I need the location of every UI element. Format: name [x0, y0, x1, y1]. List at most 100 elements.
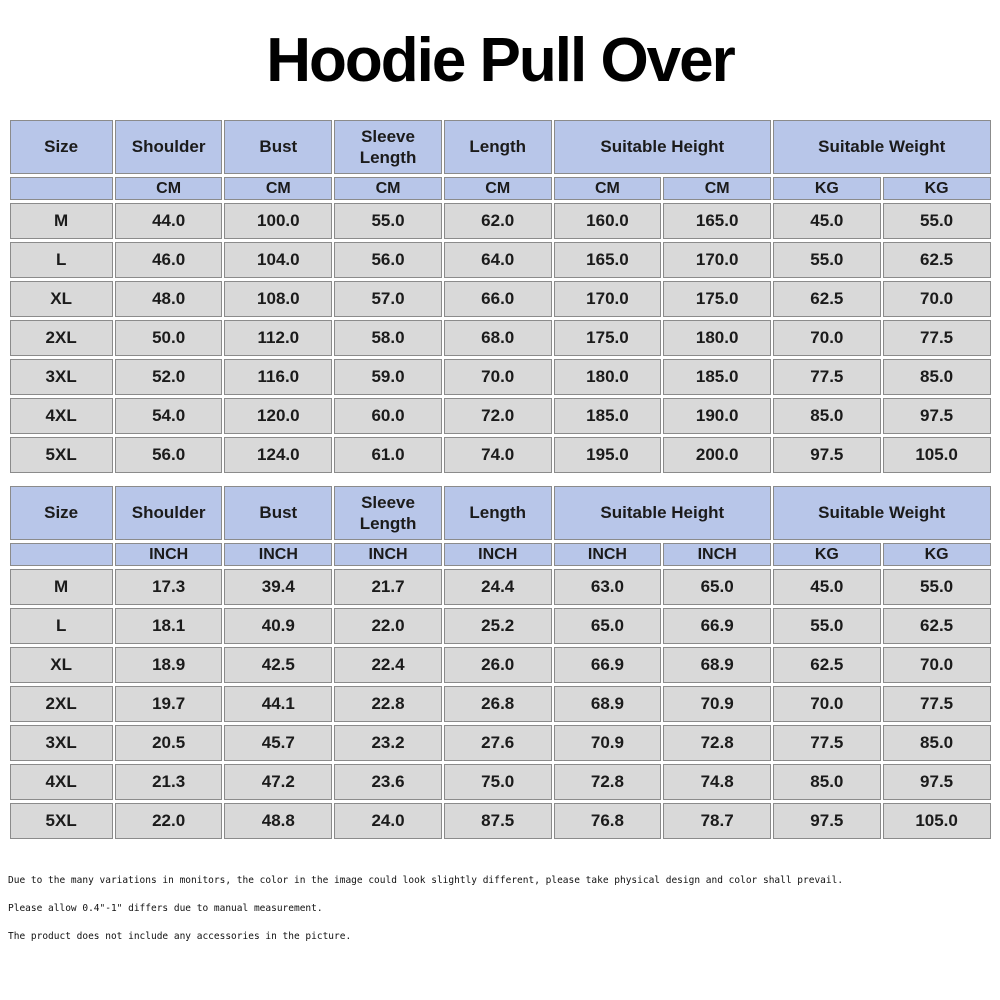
header-cell: Bust [224, 120, 333, 174]
value-cell: 97.5 [882, 764, 991, 800]
unit-cell: KG [882, 177, 991, 200]
value-cell: 55.0 [882, 203, 991, 239]
value-cell: 195.0 [553, 437, 662, 473]
value-cell: 55.0 [882, 569, 991, 605]
value-cell: 54.0 [114, 398, 223, 434]
value-cell: 100.0 [224, 203, 333, 239]
value-cell: 190.0 [663, 398, 771, 434]
value-cell: 45.0 [772, 569, 881, 605]
header-cell: Shoulder [114, 120, 223, 174]
note-accessories: The product does not include any accesso… [8, 931, 352, 942]
value-cell: 97.5 [772, 437, 881, 473]
value-cell: 72.8 [663, 725, 771, 761]
value-cell: 19.7 [114, 686, 223, 722]
value-cell: 124.0 [224, 437, 333, 473]
value-cell: 68.9 [553, 686, 662, 722]
value-cell: 23.6 [334, 764, 442, 800]
value-cell: 23.2 [334, 725, 442, 761]
value-cell: 61.0 [334, 437, 442, 473]
page-title: Hoodie Pull Over [266, 26, 736, 95]
value-cell: 57.0 [334, 281, 442, 317]
value-cell: 74.8 [663, 764, 771, 800]
value-cell: 180.0 [663, 320, 771, 356]
value-cell: 70.0 [443, 359, 552, 395]
unit-cell: KG [772, 543, 881, 566]
value-cell: 63.0 [553, 569, 662, 605]
header-cell: Shoulder [114, 486, 223, 540]
table-row: XL 48.0 108.0 57.0 66.0 170.0 175.0 62.5 70.0 [9, 281, 991, 317]
value-cell: 68.9 [663, 647, 771, 683]
value-cell: 105.0 [882, 437, 991, 473]
value-cell: 22.4 [334, 647, 442, 683]
value-cell: 48.0 [114, 281, 223, 317]
unit-cell: CM [334, 177, 442, 200]
value-cell: 170.0 [553, 281, 662, 317]
value-cell: 55.0 [334, 203, 442, 239]
unit-cell: INCH [553, 543, 662, 566]
value-cell: 72.0 [443, 398, 552, 434]
value-cell: 65.0 [553, 608, 662, 644]
table-row: L 46.0 104.0 56.0 64.0 165.0 170.0 55.0 62.5 [9, 242, 991, 278]
value-cell: 97.5 [772, 803, 881, 839]
value-cell: 175.0 [553, 320, 662, 356]
unit-cell: CM [663, 177, 771, 200]
unit-cell [9, 543, 113, 566]
value-cell: 112.0 [224, 320, 333, 356]
table-row: 2XL 50.0 112.0 58.0 68.0 175.0 180.0 70.0 77.5 [9, 320, 991, 356]
value-cell: 39.4 [224, 569, 333, 605]
value-cell: 75.0 [443, 764, 552, 800]
value-cell: 40.9 [224, 608, 333, 644]
value-cell: 18.9 [114, 647, 223, 683]
header-cell: Sleeve Length [334, 120, 442, 174]
value-cell: 45.0 [772, 203, 881, 239]
value-cell: 21.7 [334, 569, 442, 605]
table-row: 2XL 19.7 44.1 22.8 26.8 68.9 70.9 70.0 77.5 [9, 686, 991, 722]
value-cell: 74.0 [443, 437, 552, 473]
header-cell: Suitable Height [553, 120, 771, 174]
value-cell: 175.0 [663, 281, 771, 317]
header-cell: Sleeve Length [334, 486, 442, 540]
unit-cell: INCH [443, 543, 552, 566]
unit-cell: INCH [334, 543, 442, 566]
table-row: XL 18.9 42.5 22.4 26.0 66.9 68.9 62.5 70.0 [9, 647, 991, 683]
value-cell: 56.0 [334, 242, 442, 278]
table-row: 4XL 21.3 47.2 23.6 75.0 72.8 74.8 85.0 97.5 [9, 764, 991, 800]
note-measurement-tolerance: Please allow 0.4"-1" differs due to manu… [8, 903, 323, 914]
value-cell: 60.0 [334, 398, 442, 434]
value-cell: 62.5 [772, 647, 881, 683]
table-row: 3XL 20.5 45.7 23.2 27.6 70.9 72.8 77.5 85.0 [9, 725, 991, 761]
size-cell: 3XL [9, 725, 113, 761]
value-cell: 77.5 [772, 725, 881, 761]
value-cell: 44.1 [224, 686, 333, 722]
value-cell: 66.0 [443, 281, 552, 317]
value-cell: 21.3 [114, 764, 223, 800]
note-monitor-color: Due to the many variations in monitors, … [8, 875, 844, 886]
value-cell: 108.0 [224, 281, 333, 317]
value-cell: 77.5 [772, 359, 881, 395]
value-cell: 78.7 [663, 803, 771, 839]
size-cell: L [9, 608, 113, 644]
value-cell: 120.0 [224, 398, 333, 434]
value-cell: 97.5 [882, 398, 991, 434]
value-cell: 105.0 [882, 803, 991, 839]
value-cell: 56.0 [114, 437, 223, 473]
unit-cell: CM [443, 177, 552, 200]
value-cell: 185.0 [663, 359, 771, 395]
value-cell: 70.9 [663, 686, 771, 722]
size-tables: Size Shoulder Bust Sleeve Length Length Suita… [0, 117, 1000, 842]
value-cell: 26.8 [443, 686, 552, 722]
header-row: Size Shoulder Bust Sleeve Length Length Suita… [9, 486, 991, 540]
unit-cell [9, 177, 113, 200]
header-cell: Size [9, 486, 113, 540]
value-cell: 77.5 [882, 686, 991, 722]
unit-cell: CM [553, 177, 662, 200]
value-cell: 76.8 [553, 803, 662, 839]
table-row: 5XL 22.0 48.8 24.0 87.5 76.8 78.7 97.5 105.0 [9, 803, 991, 839]
header-cell: Size [9, 120, 113, 174]
header-cell: Suitable Weight [772, 486, 991, 540]
size-cell: XL [9, 281, 113, 317]
value-cell: 200.0 [663, 437, 771, 473]
size-cell: 4XL [9, 764, 113, 800]
value-cell: 77.5 [882, 320, 991, 356]
value-cell: 70.0 [772, 686, 881, 722]
